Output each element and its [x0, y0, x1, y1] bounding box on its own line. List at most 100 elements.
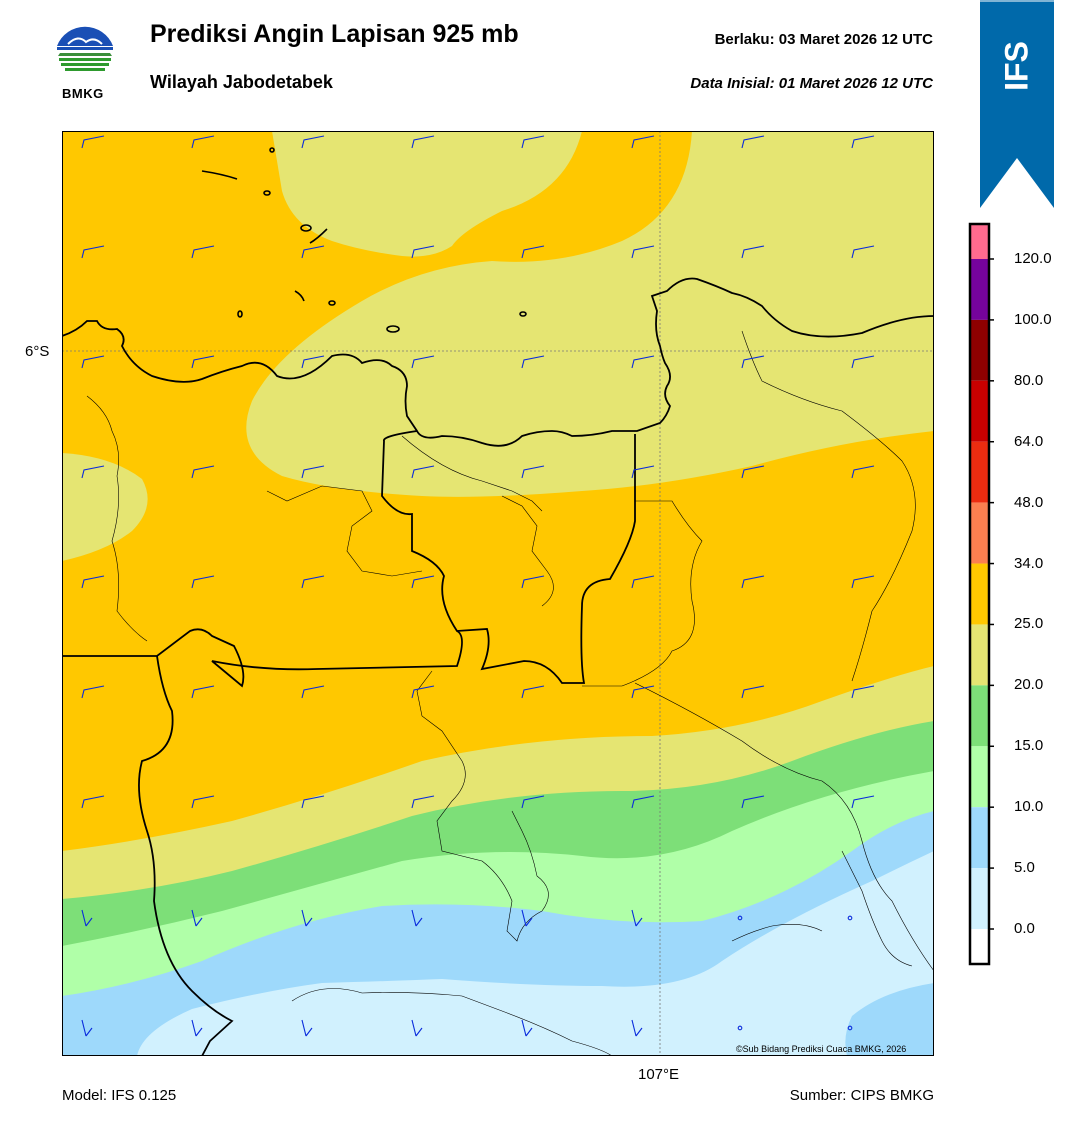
- wind-barb: [741, 575, 765, 589]
- wind-barb: [741, 355, 765, 369]
- colorbar-swatch: [970, 929, 989, 964]
- wind-barb: [631, 685, 655, 699]
- wind-barb: [851, 795, 875, 809]
- source-label: Sumber: CIPS BMKG: [789, 1087, 934, 1104]
- wind-barb: [851, 685, 875, 699]
- wind-barb: [301, 355, 325, 369]
- colorbar-swatch: [970, 502, 989, 564]
- colorbar-swatch: [970, 319, 989, 381]
- calm-marker: [847, 915, 853, 921]
- wind-barb: [301, 1019, 313, 1037]
- wind-barb: [411, 465, 435, 479]
- wind-barb: [851, 135, 875, 149]
- wind-barb: [81, 1019, 93, 1037]
- wind-barb: [191, 245, 215, 259]
- wind-barb: [521, 465, 545, 479]
- wind-barb: [741, 135, 765, 149]
- wind-barb: [301, 909, 313, 927]
- wind-barb: [411, 575, 435, 589]
- colorbar-swatch: [970, 441, 989, 503]
- colorbar-swatch: [970, 746, 989, 808]
- colorbar-label: 5.0: [1014, 859, 1035, 877]
- wind-barb: [191, 355, 215, 369]
- model-label: Model: IFS 0.125: [62, 1087, 177, 1104]
- lat-label: 6°S: [25, 343, 50, 360]
- bmkg-logo-icon: [55, 22, 115, 82]
- wind-barb: [301, 795, 325, 809]
- wind-barb: [631, 575, 655, 589]
- wind-barb: [521, 135, 545, 149]
- wind-barb: [81, 795, 105, 809]
- model-ribbon: [980, 0, 1054, 208]
- lon-label: 107°E: [638, 1066, 680, 1083]
- wind-barb: [411, 1019, 423, 1037]
- calm-marker: [737, 1025, 743, 1031]
- copyright: ©Sub Bidang Prediksi Cuaca BMKG, 2026: [736, 1044, 907, 1054]
- wind-barb: [741, 795, 765, 809]
- colorbar-label: 120.0: [1014, 250, 1052, 267]
- colorbar-swatch: [970, 224, 989, 259]
- colorbar-swatch: [970, 685, 989, 747]
- wind-barb: [191, 575, 215, 589]
- wind-barb: [851, 355, 875, 369]
- wind-barb: [301, 575, 325, 589]
- wind-barb: [301, 245, 325, 259]
- wind-barb: [851, 465, 875, 479]
- wind-barb: [411, 685, 435, 699]
- wind-barb: [521, 909, 533, 927]
- wind-barbs: [81, 135, 875, 1037]
- wind-barb: [521, 795, 545, 809]
- wind-barb: [301, 685, 325, 699]
- wind-map: [62, 131, 934, 1056]
- calm-marker: [847, 1025, 853, 1031]
- wind-barb: [631, 1019, 643, 1037]
- province-border: [62, 430, 636, 1056]
- district-lines: [86, 330, 934, 1056]
- band-20-25-northeast: [246, 131, 934, 497]
- colorbar-swatch: [970, 868, 989, 929]
- colorbar-label: 25.0: [1014, 615, 1044, 633]
- wind-barb: [631, 355, 655, 369]
- wind-barb: [631, 909, 643, 927]
- wind-barb: [301, 465, 325, 479]
- region-subtitle: Wilayah Jabodetabek: [150, 72, 333, 92]
- colorbar-label: 34.0: [1014, 554, 1044, 572]
- colorbar-label: 64.0: [1014, 432, 1044, 450]
- wind-barb: [631, 135, 655, 149]
- colorbar-swatch: [970, 259, 989, 320]
- colorbar-label: 15.0: [1014, 737, 1044, 755]
- wind-barb: [81, 685, 105, 699]
- colorbar-swatch: [970, 563, 989, 625]
- wind-barb: [741, 465, 765, 479]
- colorbar-swatch: [970, 624, 989, 686]
- init-time: Data Inisial: 01 Maret 2026 12 UTC: [690, 75, 933, 92]
- wind-barb: [411, 355, 435, 369]
- wind-barb: [521, 575, 545, 589]
- wind-barb: [191, 795, 215, 809]
- page-title: Prediksi Angin Lapisan 925 mb: [150, 20, 519, 48]
- wind-barb: [191, 1019, 203, 1037]
- wind-barb: [411, 795, 435, 809]
- wind-barb: [741, 685, 765, 699]
- wind-barb: [191, 685, 215, 699]
- logo-text: BMKG: [62, 86, 104, 101]
- colorbar-label: 0.0: [1014, 920, 1035, 937]
- wind-barb: [191, 909, 203, 927]
- ribbon-label: IFS: [998, 41, 1035, 91]
- wind-barb: [521, 1019, 533, 1037]
- wind-barb: [81, 135, 105, 149]
- wind-barb: [411, 245, 435, 259]
- colorbar-label: 80.0: [1014, 371, 1044, 389]
- valid-time: Berlaku: 03 Maret 2026 12 UTC: [714, 31, 933, 48]
- thousand-islands: [201, 147, 527, 333]
- band-0-5: [137, 851, 934, 1056]
- colorbar-label: 20.0: [1014, 676, 1044, 694]
- wind-barb: [81, 355, 105, 369]
- wind-barb: [301, 135, 325, 149]
- band-20-25-north: [272, 131, 582, 257]
- coastline: [62, 277, 934, 447]
- colorbar-label: 10.0: [1014, 798, 1044, 816]
- colorbar-swatch: [970, 807, 989, 869]
- wind-barb: [411, 135, 435, 149]
- wind-barb: [81, 245, 105, 259]
